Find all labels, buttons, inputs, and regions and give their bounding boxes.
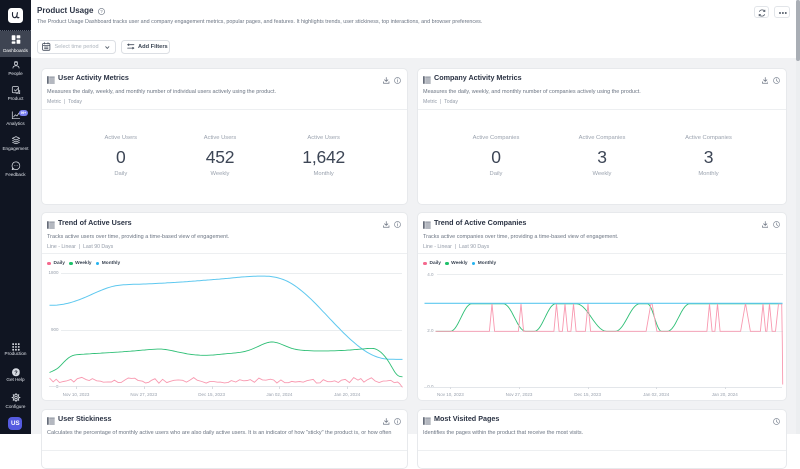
svg-text:?: ? [14,370,18,376]
svg-text:?: ? [100,9,103,14]
